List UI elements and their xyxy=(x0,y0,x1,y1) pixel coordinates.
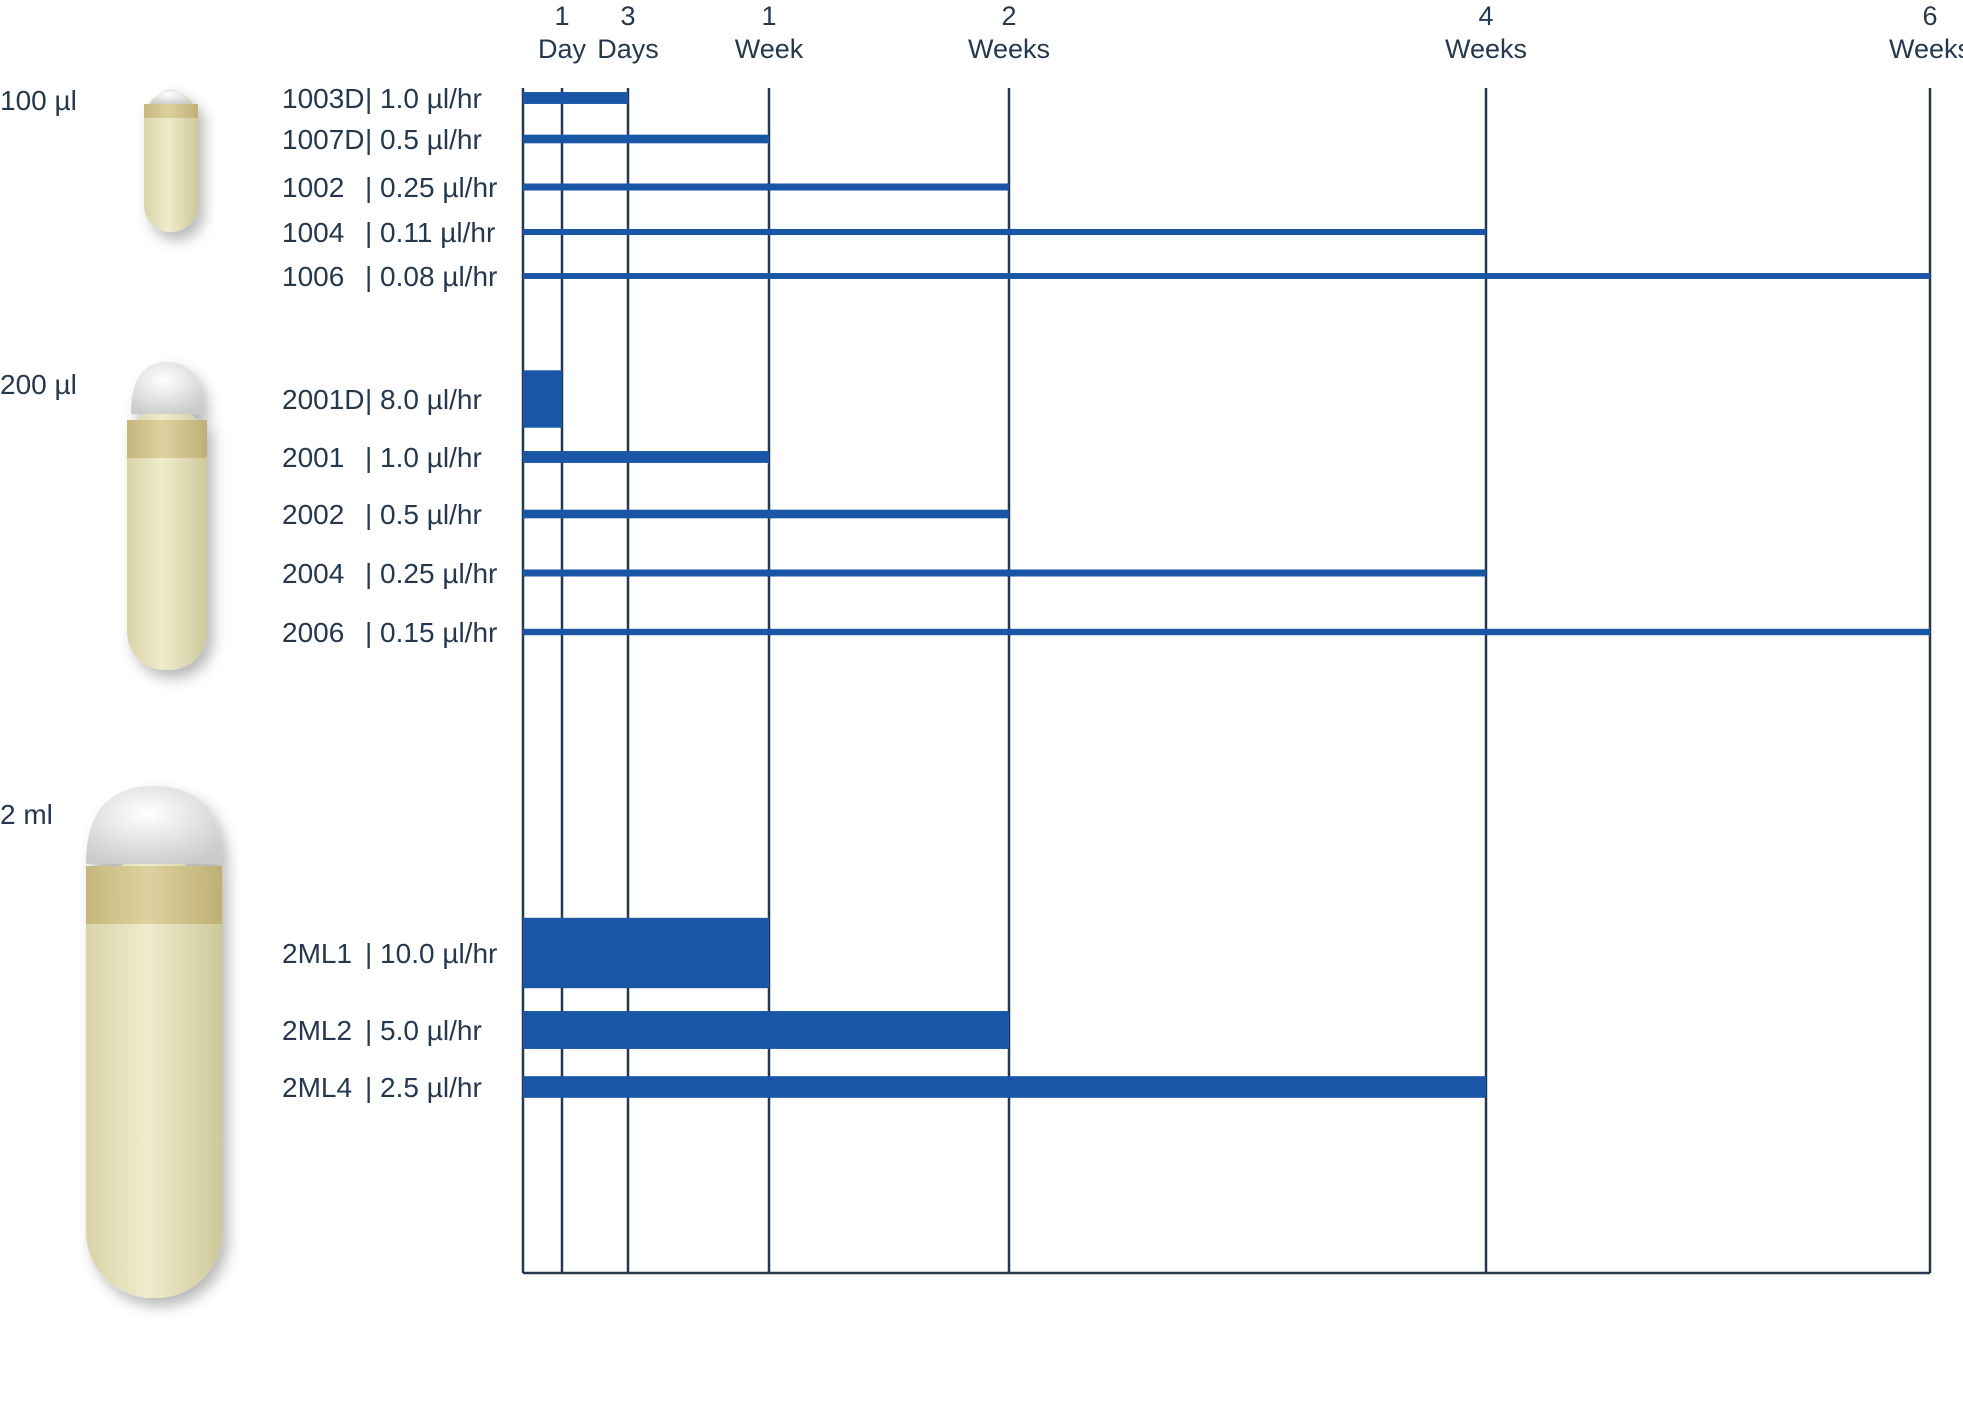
osmotic-pump-2ml-icon xyxy=(86,786,222,1298)
duration-bars xyxy=(523,92,1930,1098)
tick-label-number: 1 xyxy=(761,1,776,31)
duration-bar xyxy=(523,628,1930,636)
tick-label-unit: Weeks xyxy=(1445,34,1527,64)
tick-label-unit: Days xyxy=(597,34,659,64)
tick-label-unit: Day xyxy=(538,34,587,64)
duration-bar xyxy=(523,569,1486,577)
duration-bar xyxy=(523,1011,1009,1049)
pump-model-label: 2002 xyxy=(282,499,344,530)
tick-label-unit: Week xyxy=(735,34,804,64)
pump-model-label: 2ML1 xyxy=(282,938,352,969)
tick-label-unit: Weeks xyxy=(1889,34,1963,64)
group-label: 100 µl xyxy=(0,85,77,116)
pump-rate-label: | 0.5 µl/hr xyxy=(365,499,482,530)
pump-rate-label: | 0.5 µl/hr xyxy=(365,124,482,155)
pump-rate-label: | 1.0 µl/hr xyxy=(365,83,482,114)
pump-model-label: 1004 xyxy=(282,217,344,248)
pump-rate-label: | 8.0 µl/hr xyxy=(365,384,482,415)
pump-model-label: 2001 xyxy=(282,442,344,473)
pump-rate-label: | 5.0 µl/hr xyxy=(365,1015,482,1046)
duration-bar xyxy=(523,451,769,463)
pump-model-label: 1006 xyxy=(282,261,344,292)
osmotic-pump-100ul-icon xyxy=(144,89,198,232)
pump-rate-label: | 0.11 µl/hr xyxy=(365,217,495,248)
group-label: 2 ml xyxy=(0,799,53,830)
duration-bar xyxy=(523,1076,1486,1098)
pump-model-label: 2006 xyxy=(282,617,344,648)
pump-model-label: 2ML4 xyxy=(282,1072,352,1103)
duration-bar xyxy=(523,228,1486,236)
pump-model-label: 1003D xyxy=(282,83,365,114)
pump-model-label: 2004 xyxy=(282,558,344,589)
tick-label-number: 6 xyxy=(1922,1,1937,31)
tick-label-number: 2 xyxy=(1001,1,1016,31)
osmotic-pump-200ul-icon xyxy=(127,362,207,670)
duration-bar xyxy=(523,509,1009,519)
duration-bar xyxy=(523,92,628,104)
pump-rate-label: | 10.0 µl/hr xyxy=(365,938,497,969)
duration-bar xyxy=(523,370,562,428)
pump-model-label: 2ML2 xyxy=(282,1015,352,1046)
tick-label-number: 1 xyxy=(554,1,569,31)
pump-rate-label: | 0.25 µl/hr xyxy=(365,558,497,589)
duration-bar xyxy=(523,273,1930,279)
vertical-gridlines xyxy=(521,88,1932,1275)
tick-label-number: 4 xyxy=(1478,1,1493,31)
pump-rate-label: | 1.0 µl/hr xyxy=(365,442,482,473)
duration-bar xyxy=(523,183,1009,191)
group-label: 200 µl xyxy=(0,369,77,400)
pump-model-label: 1002 xyxy=(282,172,344,203)
pump-model-label: 1007D xyxy=(282,124,365,155)
duration-bar xyxy=(523,134,769,144)
pump-rate-label: | 0.15 µl/hr xyxy=(365,617,497,648)
pump-rate-label: | 2.5 µl/hr xyxy=(365,1072,482,1103)
tick-label-number: 3 xyxy=(620,1,635,31)
pump-model-label: 2001D xyxy=(282,384,365,415)
pump-group-labels: 100 µl 200 µl 2 ml xyxy=(0,85,77,830)
duration-bar xyxy=(523,917,769,989)
tick-label-unit: Weeks xyxy=(968,34,1050,64)
pump-rate-label: | 0.25 µl/hr xyxy=(365,172,497,203)
pump-rate-label: | 0.08 µl/hr xyxy=(365,261,497,292)
